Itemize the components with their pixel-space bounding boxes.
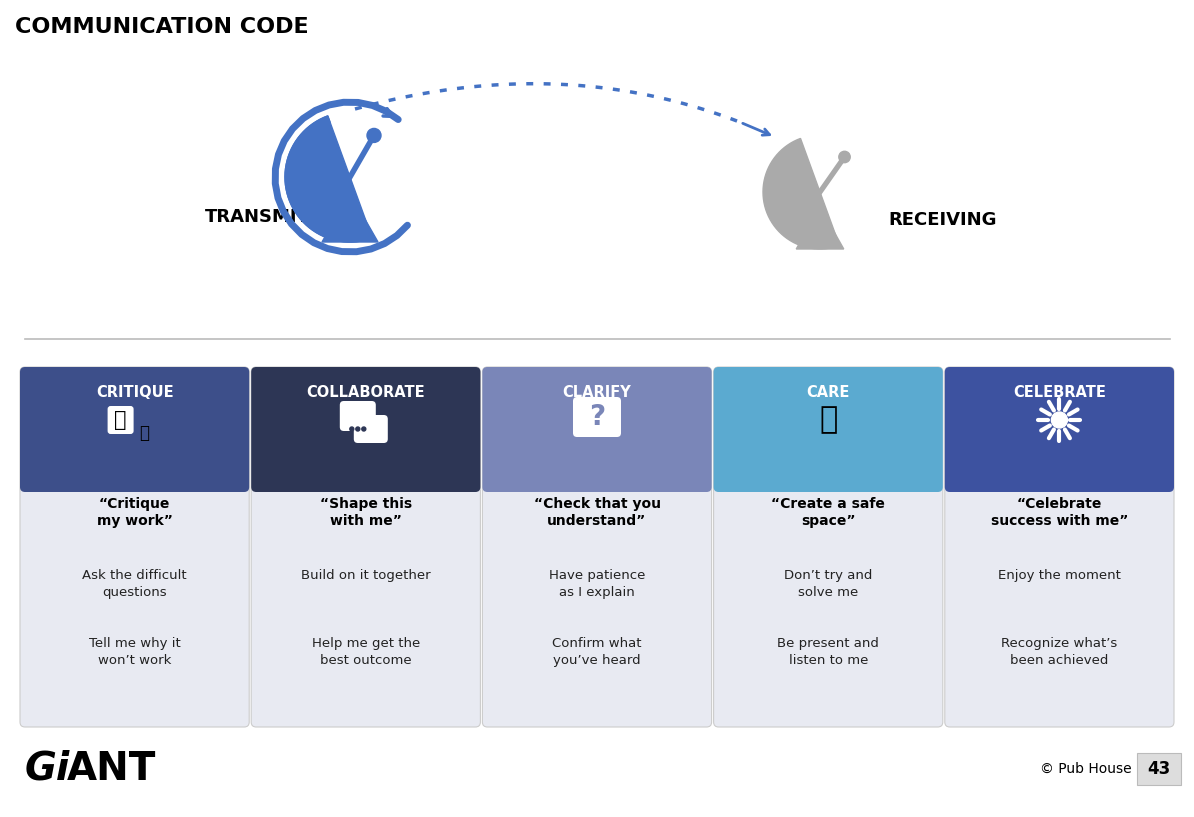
Text: Recognize what’s
been achieved: Recognize what’s been achieved	[1002, 637, 1118, 667]
Text: COLLABORATE: COLLABORATE	[307, 385, 425, 400]
Text: Tell me why it
won’t work: Tell me why it won’t work	[88, 637, 180, 667]
FancyBboxPatch shape	[251, 367, 480, 492]
Text: COMMUNICATION CODE: COMMUNICATION CODE	[16, 17, 308, 37]
FancyBboxPatch shape	[20, 367, 250, 727]
Circle shape	[1052, 412, 1067, 428]
Text: “Create a safe
space”: “Create a safe space”	[771, 497, 885, 529]
Text: RECEIVING: RECEIVING	[888, 211, 997, 229]
Text: CRITIQUE: CRITIQUE	[96, 385, 173, 400]
Circle shape	[362, 427, 365, 431]
Text: 👍: 👍	[115, 410, 127, 430]
Text: 🌿: 🌿	[819, 405, 837, 435]
Polygon shape	[285, 116, 373, 242]
FancyBboxPatch shape	[482, 367, 712, 727]
Text: “Celebrate
success with me”: “Celebrate success with me”	[991, 497, 1128, 529]
Text: “Critique
my work”: “Critique my work”	[97, 497, 173, 529]
FancyBboxPatch shape	[573, 397, 621, 437]
Circle shape	[356, 427, 359, 431]
Polygon shape	[763, 138, 839, 249]
Bar	[25, 427, 245, 487]
Text: Build on it together: Build on it together	[301, 569, 431, 582]
Text: CARE: CARE	[806, 385, 850, 400]
Bar	[949, 427, 1169, 487]
Text: Help me get the
best outcome: Help me get the best outcome	[312, 637, 420, 667]
Text: ?: ?	[589, 403, 605, 431]
FancyBboxPatch shape	[20, 367, 250, 492]
Polygon shape	[322, 207, 378, 242]
Text: “Shape this
with me”: “Shape this with me”	[320, 497, 412, 529]
FancyBboxPatch shape	[714, 367, 943, 492]
Text: Don’t try and
solve me: Don’t try and solve me	[784, 569, 873, 599]
Text: Ask the difficult
questions: Ask the difficult questions	[82, 569, 187, 599]
Polygon shape	[285, 116, 373, 242]
Text: © Pub House: © Pub House	[1040, 762, 1132, 776]
Bar	[257, 427, 475, 487]
Bar	[487, 427, 707, 487]
Text: CLARIFY: CLARIFY	[562, 385, 632, 400]
FancyBboxPatch shape	[251, 367, 480, 727]
Circle shape	[350, 427, 353, 431]
Circle shape	[839, 151, 850, 163]
FancyBboxPatch shape	[482, 367, 712, 492]
FancyBboxPatch shape	[340, 401, 376, 431]
Text: ANT: ANT	[67, 750, 156, 788]
FancyBboxPatch shape	[107, 406, 134, 434]
Text: Confirm what
you’ve heard: Confirm what you’ve heard	[553, 637, 641, 667]
Bar	[719, 427, 937, 487]
Text: 👎: 👎	[140, 424, 149, 442]
Text: Have patience
as I explain: Have patience as I explain	[549, 569, 645, 599]
FancyBboxPatch shape	[714, 367, 943, 727]
Text: Enjoy the moment: Enjoy the moment	[998, 569, 1121, 582]
Text: “Check that you
understand”: “Check that you understand”	[534, 497, 660, 529]
FancyBboxPatch shape	[944, 367, 1174, 492]
Text: 43: 43	[1147, 760, 1170, 778]
FancyBboxPatch shape	[1137, 753, 1181, 785]
Text: TRANSMITTING: TRANSMITTING	[205, 208, 359, 226]
FancyBboxPatch shape	[944, 367, 1174, 727]
Text: Gi: Gi	[25, 750, 70, 788]
Text: CELEBRATE: CELEBRATE	[1013, 385, 1106, 400]
FancyBboxPatch shape	[353, 415, 388, 443]
Polygon shape	[796, 219, 844, 249]
Text: Be present and
listen to me: Be present and listen to me	[777, 637, 879, 667]
Circle shape	[367, 128, 381, 142]
